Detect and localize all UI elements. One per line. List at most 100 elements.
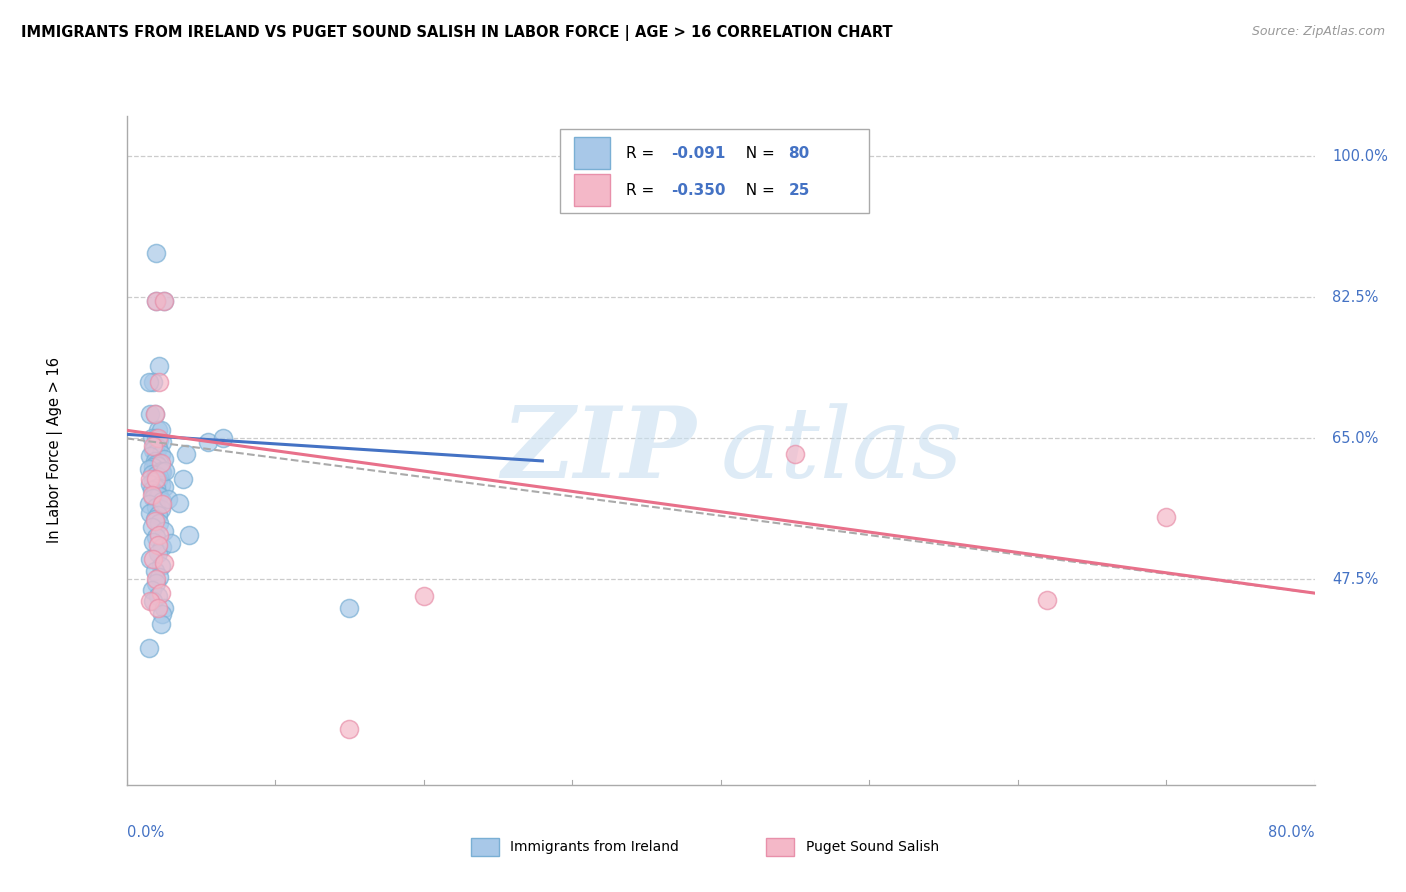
Point [139, 449, 162, 463]
Point [145, 576, 167, 591]
Point [149, 456, 172, 470]
Point [143, 407, 166, 421]
Point [138, 462, 160, 476]
Point [145, 472, 167, 486]
Point [148, 490, 170, 504]
Text: Source: ZipAtlas.com: Source: ZipAtlas.com [1251, 25, 1385, 38]
Point [148, 470, 170, 484]
Point [143, 439, 166, 453]
Point [148, 433, 170, 447]
Text: IMMIGRANTS FROM IRELAND VS PUGET SOUND SALISH IN LABOR FORCE | AGE > 16 CORRELAT: IMMIGRANTS FROM IRELAND VS PUGET SOUND S… [21, 25, 893, 41]
Point [141, 488, 163, 502]
Point [149, 423, 172, 437]
Point [143, 565, 166, 579]
Point [167, 496, 190, 510]
Point [153, 464, 176, 478]
Point [152, 524, 174, 538]
Text: 65.0%: 65.0% [1333, 431, 1379, 446]
Point [143, 454, 166, 468]
Text: atlas: atlas [720, 403, 963, 498]
Point [145, 446, 167, 460]
FancyBboxPatch shape [560, 129, 869, 213]
Point [150, 494, 173, 508]
Text: N =: N = [735, 183, 780, 198]
Text: 100.0%: 100.0% [1333, 149, 1388, 164]
Point [148, 375, 170, 389]
Point [145, 294, 167, 309]
Point [146, 589, 169, 603]
Point [145, 573, 167, 587]
Point [152, 294, 174, 309]
Point [138, 498, 160, 512]
Point [160, 536, 183, 550]
Point [145, 530, 167, 544]
Point [149, 448, 172, 462]
Point [146, 546, 169, 560]
Point [145, 246, 167, 260]
Point [142, 491, 165, 505]
Point [139, 552, 162, 566]
Text: 82.5%: 82.5% [1333, 290, 1379, 305]
Point [337, 722, 360, 736]
Point [145, 468, 167, 483]
Point [143, 407, 166, 421]
Text: In Labor Force | Age > 16: In Labor Force | Age > 16 [48, 358, 63, 543]
Point [146, 431, 169, 445]
Point [139, 472, 162, 486]
Point [142, 460, 165, 475]
Point [148, 516, 170, 530]
Text: 80: 80 [789, 146, 810, 161]
Point [149, 558, 172, 573]
Point [150, 465, 173, 479]
Point [139, 594, 162, 608]
Point [138, 375, 160, 389]
Point [148, 570, 170, 584]
Point [146, 508, 169, 522]
Point [141, 483, 163, 497]
Point [1036, 592, 1059, 607]
Point [149, 464, 172, 478]
Text: ZIP: ZIP [502, 402, 697, 499]
Point [139, 506, 162, 520]
Text: Immigrants from Ireland: Immigrants from Ireland [510, 840, 679, 855]
Point [150, 540, 173, 554]
Text: R =: R = [626, 183, 664, 198]
Point [148, 359, 170, 373]
Point [139, 476, 162, 491]
Point [152, 600, 174, 615]
Point [142, 375, 165, 389]
Point [142, 439, 165, 453]
Point [138, 640, 160, 655]
Point [142, 443, 165, 458]
Text: 0.0%: 0.0% [127, 825, 163, 840]
Point [337, 600, 360, 615]
Point [145, 294, 167, 309]
Point [783, 448, 806, 462]
Text: -0.350: -0.350 [671, 183, 725, 198]
Point [152, 480, 174, 494]
Point [145, 457, 167, 471]
Point [177, 528, 200, 542]
Point [146, 458, 169, 473]
Point [197, 435, 219, 450]
Point [150, 498, 173, 512]
Point [146, 441, 169, 455]
Point [146, 473, 169, 487]
Point [143, 514, 166, 528]
Text: 47.5%: 47.5% [1333, 572, 1379, 587]
Bar [575, 137, 610, 169]
Point [143, 472, 166, 486]
Point [149, 502, 172, 516]
Point [141, 467, 163, 481]
Point [143, 512, 166, 526]
Point [145, 500, 167, 514]
Point [146, 423, 169, 437]
Point [152, 451, 174, 466]
Text: N =: N = [735, 146, 780, 161]
Point [148, 528, 170, 542]
Point [149, 478, 172, 492]
Point [141, 582, 163, 597]
Point [146, 600, 169, 615]
Point [149, 586, 172, 600]
Point [141, 520, 163, 534]
